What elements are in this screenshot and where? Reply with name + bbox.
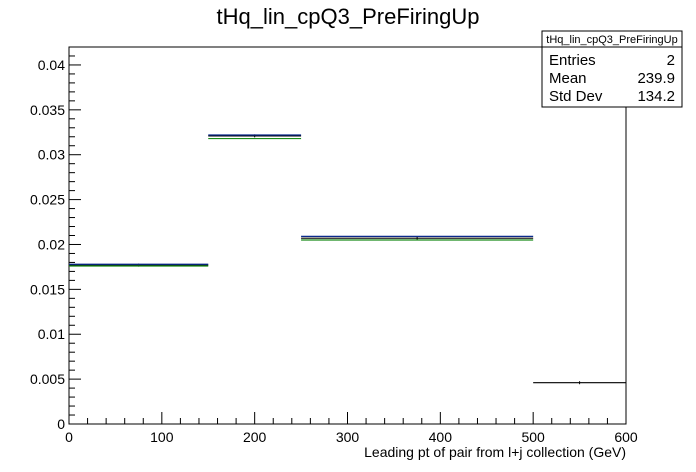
stats-entries-value: 2 — [667, 52, 675, 69]
x-tick-label: 600 — [614, 429, 638, 445]
stats-mean-label: Mean — [549, 70, 587, 87]
stats-mean-value: 239.9 — [637, 70, 675, 87]
x-tick-label: 100 — [150, 429, 174, 445]
y-tick-label: 0.025 — [30, 192, 65, 208]
x-tick-label: 500 — [521, 429, 545, 445]
stats-box-name: tHq_lin_cpQ3_PreFiringUp — [546, 34, 677, 46]
stats-entries-label: Entries — [549, 52, 596, 69]
stats-box-frame — [541, 30, 683, 108]
stats-box: tHq_lin_cpQ3_PreFiringUp Entries 2 Mean … — [541, 30, 683, 108]
stats-stddev-label: Std Dev — [549, 88, 603, 105]
x-tick-label: 0 — [65, 429, 73, 445]
histogram-series-2 — [69, 134, 534, 265]
y-tick-label: 0.005 — [30, 371, 65, 387]
y-tick-label: 0.035 — [30, 102, 65, 118]
chart-title: tHq_lin_cpQ3_PreFiringUp — [217, 4, 480, 29]
y-tick-label: 0.02 — [38, 236, 65, 252]
y-tick-label: 0.04 — [38, 57, 65, 73]
x-tick-label: 400 — [429, 429, 453, 445]
stats-stddev-value: 134.2 — [637, 88, 675, 105]
x-tick-label: 200 — [243, 429, 267, 445]
axes: 0 100 200 300 400 500 600 0 0.005 0.01 0.015 0.02 0.… — [30, 46, 638, 445]
x-axis-title: Leading pt of pair from l+j collection (… — [364, 444, 626, 460]
y-tick-label: 0.015 — [30, 281, 65, 297]
y-tick-label: 0.03 — [38, 147, 65, 163]
histogram-series-0 — [69, 134, 626, 385]
y-tick-label: 0 — [57, 416, 65, 432]
histogram-series — [69, 134, 626, 385]
y-tick-label: 0.01 — [38, 326, 65, 342]
x-tick-label: 300 — [336, 429, 360, 445]
histogram-series-1 — [69, 137, 534, 267]
